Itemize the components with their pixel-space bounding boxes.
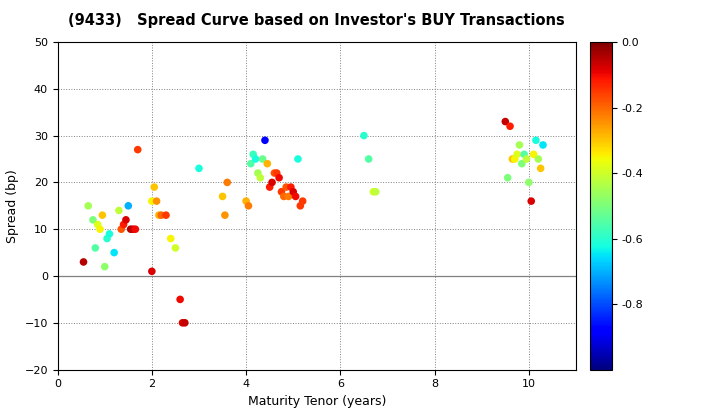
Point — [266, 179, 278, 186]
Point — [370, 189, 382, 195]
Point — [271, 170, 282, 176]
Point — [504, 123, 516, 130]
Point — [130, 226, 141, 233]
Point — [521, 156, 532, 163]
Point — [513, 142, 525, 148]
Point — [243, 202, 254, 209]
Point — [174, 296, 186, 303]
Point — [274, 174, 285, 181]
Point — [78, 259, 89, 265]
Point — [261, 160, 273, 167]
Point — [193, 165, 204, 172]
Text: (9433)   Spread Curve based on Investor's BUY Transactions: (9433) Spread Curve based on Investor's … — [68, 13, 565, 28]
Y-axis label: Spread (bp): Spread (bp) — [6, 169, 19, 243]
Point — [530, 137, 541, 144]
Point — [165, 235, 176, 242]
Point — [509, 156, 521, 163]
Point — [516, 160, 528, 167]
Point — [283, 193, 294, 200]
Point — [537, 142, 549, 148]
Point — [292, 156, 304, 163]
Point — [526, 198, 537, 205]
Point — [535, 165, 546, 172]
Point — [287, 189, 299, 195]
Point — [290, 193, 302, 200]
Point — [120, 216, 132, 223]
Point — [500, 118, 511, 125]
Point — [127, 226, 139, 233]
Point — [358, 132, 369, 139]
Point — [146, 198, 158, 205]
Point — [280, 184, 292, 190]
Point — [92, 221, 104, 228]
Point — [222, 179, 233, 186]
Point — [125, 226, 136, 233]
Point — [252, 170, 264, 176]
Point — [156, 212, 167, 218]
Point — [245, 160, 256, 167]
Point — [257, 156, 269, 163]
Point — [104, 231, 115, 237]
X-axis label: Maturity Tenor (years): Maturity Tenor (years) — [248, 395, 386, 408]
Point — [148, 184, 160, 190]
Point — [122, 202, 134, 209]
Point — [96, 212, 108, 218]
Point — [248, 151, 259, 158]
Point — [102, 235, 113, 242]
Point — [250, 156, 261, 163]
Point — [297, 198, 308, 205]
Point — [161, 212, 172, 218]
Point — [285, 184, 297, 190]
Point — [507, 156, 518, 163]
Point — [217, 193, 228, 200]
Point — [150, 198, 162, 205]
Point — [87, 216, 99, 223]
Point — [83, 202, 94, 209]
Point — [502, 174, 513, 181]
Point — [109, 249, 120, 256]
Point — [89, 244, 101, 251]
Point — [219, 212, 230, 218]
Point — [264, 184, 276, 190]
Point — [99, 263, 110, 270]
Point — [113, 207, 125, 214]
Point — [518, 151, 530, 158]
Point — [94, 226, 106, 233]
Point — [363, 156, 374, 163]
Point — [276, 189, 287, 195]
Point — [118, 221, 130, 228]
Point — [278, 193, 289, 200]
Point — [115, 226, 127, 233]
Point — [294, 202, 306, 209]
Point — [240, 198, 252, 205]
Point — [523, 179, 535, 186]
Point — [132, 146, 143, 153]
Point — [176, 320, 188, 326]
Point — [269, 170, 280, 176]
Point — [254, 174, 266, 181]
Point — [146, 268, 158, 275]
Point — [153, 212, 165, 218]
Point — [533, 156, 544, 163]
Point — [528, 151, 539, 158]
Point — [511, 151, 523, 158]
Point — [179, 320, 191, 326]
Point — [259, 137, 271, 144]
Point — [170, 244, 181, 251]
Point — [368, 189, 379, 195]
